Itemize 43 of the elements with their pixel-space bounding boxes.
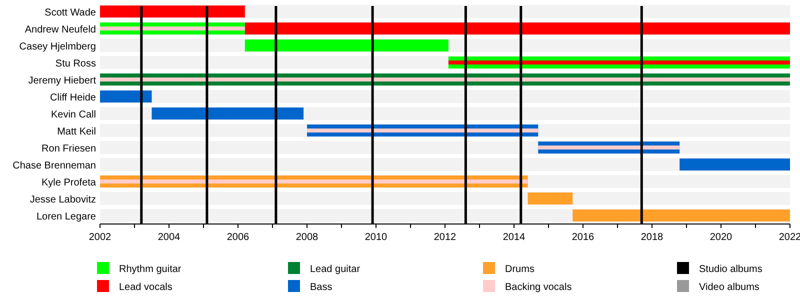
bar — [100, 26, 245, 30]
bar — [538, 146, 680, 150]
legend-label: Studio albums — [699, 264, 762, 275]
legend-label: Drums — [505, 264, 534, 275]
y-tick-label: Scott Wade — [44, 8, 96, 18]
x-tick-label: 2014 — [502, 232, 526, 243]
legend-label: Bass — [310, 282, 332, 293]
bar — [680, 158, 790, 170]
bar — [307, 128, 538, 132]
bar — [100, 180, 528, 184]
bar — [100, 78, 790, 82]
bar — [100, 6, 245, 18]
legend-label: Video albums — [699, 282, 760, 293]
y-tick-label: Loren Legare — [36, 212, 96, 222]
x-tick-label: 2018 — [640, 232, 664, 243]
legend-label: Lead vocals — [119, 282, 172, 293]
bar — [528, 192, 573, 204]
legend-label: Rhythm guitar — [119, 264, 182, 275]
bar — [572, 210, 790, 222]
y-tick-label: Kevin Call — [50, 110, 96, 120]
legend-label: Lead guitar — [310, 264, 361, 275]
x-tick-label: 2006 — [226, 232, 250, 243]
y-tick-label: Andrew Neufeld — [24, 24, 96, 36]
x-tick-label: 2016 — [572, 232, 595, 243]
x-tick-label: 2020 — [710, 232, 733, 243]
y-tick-label: Matt Keil — [57, 126, 96, 138]
y-tick-label: Casey Hjelmberg — [19, 42, 96, 52]
y-tick-label: Kyle Profeta — [42, 178, 96, 188]
x-tick-label: 2008 — [296, 232, 319, 243]
legend-label: Backing vocals — [505, 282, 572, 293]
bar — [244, 40, 448, 52]
y-tick-label: Chase Brenneman — [12, 160, 96, 172]
bar — [100, 90, 152, 102]
x-tick-label: 2010 — [364, 232, 388, 243]
bar — [152, 108, 304, 120]
x-tick-label: 2002 — [88, 232, 112, 243]
x-tick-label: 2012 — [434, 232, 457, 243]
x-tick-label: 2004 — [158, 232, 181, 243]
y-tick-label: Cliff Heide — [50, 92, 96, 104]
y-tick-label: Stu Ross — [55, 58, 96, 70]
y-tick-label: Jesse Labovitz — [30, 194, 96, 206]
y-tick-label: Jeremy Hiebert — [28, 76, 96, 86]
y-tick-label: Ron Friesen — [42, 144, 96, 154]
